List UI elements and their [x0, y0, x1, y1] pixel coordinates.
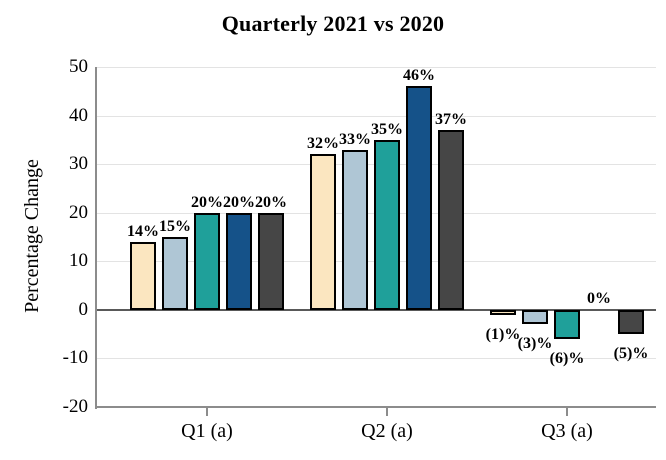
x-category-label: Q2 (a): [361, 420, 413, 442]
bar: [162, 237, 188, 310]
y-tick-label: 20: [69, 201, 88, 223]
bar: [342, 149, 368, 310]
x-axis-tick: [386, 408, 388, 416]
bar: [258, 212, 284, 310]
bar: [438, 130, 464, 310]
y-tick-label: -20: [62, 396, 88, 417]
x-axis-tick: [566, 408, 568, 416]
y-tick-label: 0: [78, 298, 89, 320]
bar-value-label: 20%: [255, 193, 287, 211]
chart-title: Quarterly 2021 vs 2020: [221, 11, 445, 36]
x-axis-line: [96, 406, 656, 408]
y-tick-label: 10: [69, 250, 88, 272]
x-category-label: Q3 (a): [541, 420, 593, 442]
bar: [310, 154, 336, 310]
gridline: [96, 67, 656, 68]
bar: [522, 309, 548, 325]
bar-value-label: (6)%: [549, 350, 585, 367]
bar-value-label: 33%: [339, 130, 371, 148]
gridline: [96, 115, 656, 117]
bar-value-label: (1)%: [485, 325, 521, 343]
x-axis-tick: [206, 408, 208, 416]
bar-value-label: 37%: [435, 111, 467, 129]
x-category-label: Q1 (a): [181, 420, 233, 442]
y-tick-label: -10: [62, 347, 88, 369]
y-axis-line: [95, 67, 97, 409]
y-tick-label: 30: [69, 153, 88, 175]
bar-value-label: 35%: [371, 120, 403, 138]
bar-value-label: 20%: [191, 193, 223, 211]
bar-value-label: 0%: [587, 289, 611, 307]
bar-value-label: 15%: [159, 218, 191, 235]
bar-value-label: 14%: [127, 222, 159, 240]
bar-value-label: (5)%: [613, 345, 649, 363]
bar: [618, 309, 644, 335]
bar: [406, 86, 432, 310]
bar-value-label: 20%: [223, 193, 255, 211]
plot-area: 14% 15% 20% 20% 20% 32% 33% 35% 46% 37% (1)% (3)% (6…: [95, 67, 656, 409]
bar: [194, 212, 220, 310]
bar: [226, 212, 252, 310]
bar: [130, 241, 156, 310]
y-tick-label: 50: [69, 56, 88, 77]
y-tick-label: 40: [69, 104, 88, 126]
zero-line: [96, 308, 656, 311]
bar: [490, 309, 516, 315]
bar: [554, 309, 580, 339]
bar-value-label: 46%: [403, 67, 435, 85]
bar-value-label: 32%: [307, 135, 339, 153]
gridline: [96, 358, 656, 360]
bar: [374, 139, 400, 310]
bar-value-label: (3)%: [517, 335, 553, 353]
